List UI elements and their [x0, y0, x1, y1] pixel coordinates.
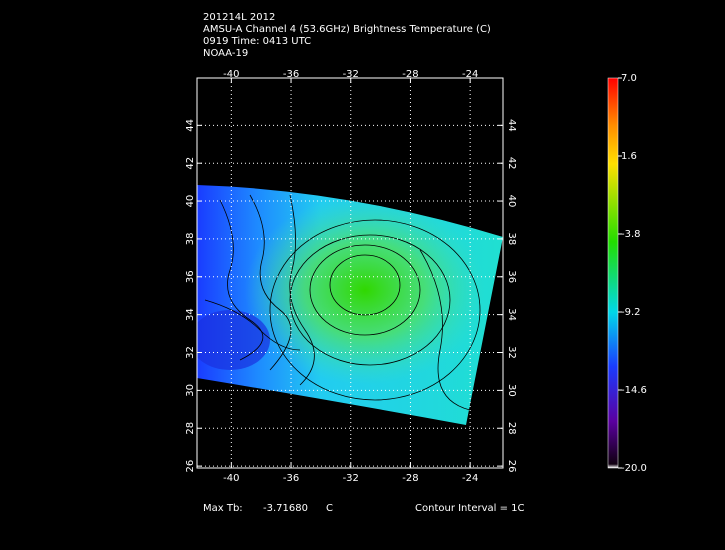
- colorbar-label: -9.2: [621, 307, 641, 318]
- lon-label: -32: [343, 473, 359, 484]
- header-line: AMSU-A Channel 4 (53.6GHz) Brightness Te…: [203, 24, 491, 35]
- lat-label: 44: [185, 119, 196, 132]
- colorbar-label: -20.0: [621, 463, 647, 474]
- lat-label: 40: [506, 195, 517, 208]
- map-frame: [196, 77, 504, 469]
- header: 201214L 2012 AMSU-A Channel 4 (53.6GHz) …: [203, 12, 491, 59]
- lon-label: -32: [343, 69, 359, 80]
- lat-label: 26: [185, 460, 196, 473]
- lon-label: -24: [462, 69, 478, 80]
- lat-label: 44: [506, 119, 517, 132]
- lat-label: 36: [506, 270, 517, 283]
- lon-label: -36: [283, 69, 299, 80]
- swath: [197, 185, 503, 425]
- colorbar-label: -3.8: [621, 229, 641, 240]
- lat-label: 42: [506, 157, 517, 170]
- lat-label: 36: [185, 270, 196, 283]
- lon-label: -28: [402, 69, 418, 80]
- lat-label: 40: [185, 195, 196, 208]
- lon-label: -24: [462, 473, 478, 484]
- lon-label: -40: [223, 473, 239, 484]
- lat-label: 28: [506, 422, 517, 435]
- header-line: 0919 Time: 0413 UTC: [203, 36, 311, 47]
- lat-label: 42: [185, 157, 196, 170]
- lon-label: -36: [283, 473, 299, 484]
- lat-label: 26: [506, 460, 517, 473]
- lat-label: 32: [506, 346, 517, 359]
- lat-label: 32: [185, 346, 196, 359]
- lon-label: -28: [402, 473, 418, 484]
- lat-label: 38: [506, 233, 517, 246]
- lat-label: 38: [185, 233, 196, 246]
- lat-label: 30: [185, 384, 196, 397]
- lat-label: 28: [185, 422, 196, 435]
- footer: Max Tb: -3.71680 C Contour Interval = 1C: [203, 503, 525, 514]
- lat-label: 34: [185, 308, 196, 321]
- colorbar-label: 1.6: [621, 151, 637, 162]
- header-line: NOAA-19: [203, 48, 248, 59]
- max-value: -3.71680: [263, 503, 308, 514]
- colorbar-label: -14.6: [621, 385, 647, 396]
- map-axes: -40 -40 -36 -36 -32 -32 -28 -28 -24 -24 26 26 28 28 30…: [185, 69, 647, 484]
- lat-label: 34: [506, 308, 517, 321]
- lon-label: -40: [223, 69, 239, 80]
- colorbar: [607, 77, 619, 469]
- contour-interval: Contour Interval = 1C: [415, 503, 525, 514]
- unit: C: [326, 503, 333, 514]
- lat-label: 30: [506, 384, 517, 397]
- header-line: 201214L 2012: [203, 12, 275, 23]
- colorbar-label: 7.0: [621, 73, 637, 84]
- max-label: Max Tb:: [203, 503, 243, 514]
